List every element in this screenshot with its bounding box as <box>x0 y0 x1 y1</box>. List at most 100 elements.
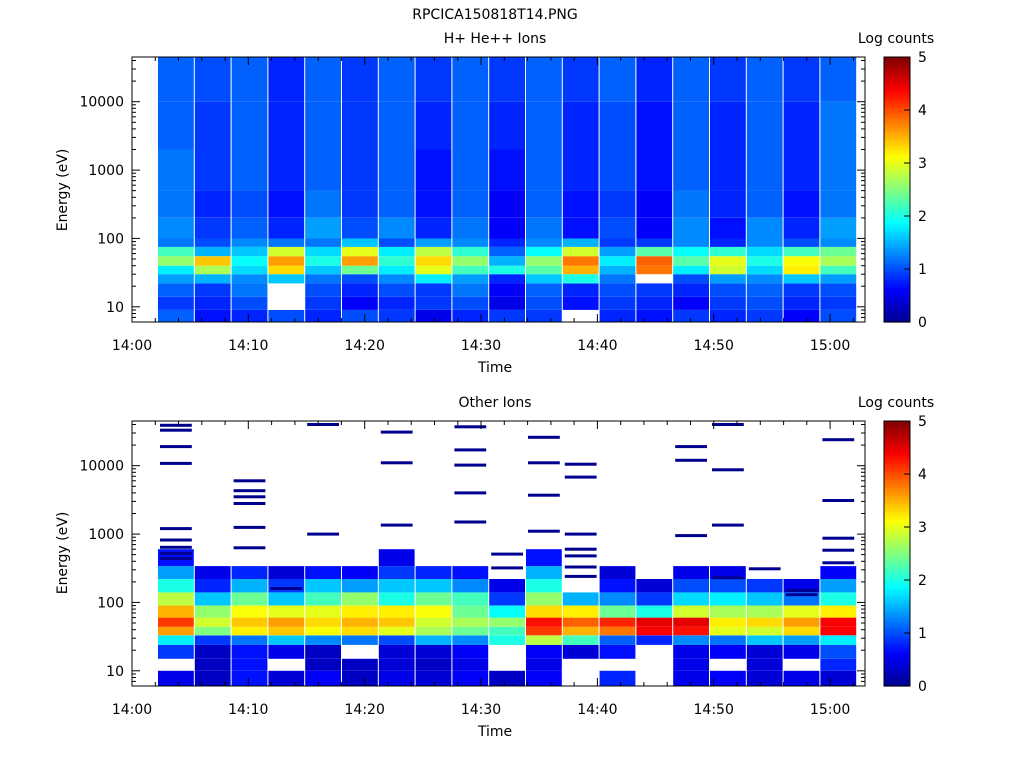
other-ions-cell-0-9 <box>489 670 525 686</box>
other-ions-colorbar-step <box>884 566 910 570</box>
other-ions-sparse-line-8-3 <box>454 448 487 452</box>
other-ions-cell-7-7 <box>415 592 452 606</box>
other-ions-colorbar-step <box>884 662 910 666</box>
other-ions-colorbar-step <box>884 492 910 496</box>
other-ions-colorbar-step <box>884 431 910 435</box>
other-ions-cell-0-17 <box>783 670 820 686</box>
other-ions-colorbar-step <box>884 680 910 684</box>
h-he-ions-cell-12-12 <box>599 57 636 102</box>
h-he-ions-cell-5-17 <box>783 256 820 266</box>
h-he-ions-cell-10-5 <box>342 149 378 191</box>
other-ions-colorbar-step <box>884 630 910 634</box>
other-ions-sparse-line-10-0 <box>528 529 560 533</box>
other-ions-cell-5-13 <box>636 617 673 627</box>
other-ions-y-tick-label: 1000 <box>88 527 124 543</box>
h-he-ions-cell-3-14 <box>673 274 709 284</box>
other-ions-cell-10-10 <box>526 549 562 567</box>
h-he-ions-colorbar-step <box>884 173 910 177</box>
h-he-ions-cell-12-10 <box>526 57 562 102</box>
h-he-ions-colorbar-step <box>884 131 910 135</box>
other-ions-colorbar-step <box>884 556 910 560</box>
other-ions-cell-6-6 <box>378 605 415 618</box>
other-ions-cell-1-10 <box>526 658 562 671</box>
other-ions-cell-1-1 <box>194 658 231 671</box>
other-ions-cell-4-15 <box>710 626 746 636</box>
h-he-ions-cell-0-7 <box>415 310 452 322</box>
other-ions-sparse-line-14-2 <box>675 445 707 449</box>
other-ions-cell-5-3 <box>268 617 305 627</box>
other-ions-colorbar-tick-label: 5 <box>918 414 927 430</box>
h-he-ions-colorbar-step <box>884 86 910 90</box>
h-he-ions-cell-1-16 <box>746 296 783 310</box>
other-ions-colorbar-tick-label: 4 <box>918 467 927 483</box>
h-he-ions-cell-3-17 <box>783 274 820 284</box>
h-he-ions-colorbar-step <box>884 96 910 100</box>
h-he-ions-cell-6-10 <box>526 247 562 257</box>
h-he-ions-cell-10-13 <box>636 149 673 191</box>
other-ions-sparse-line-3-0 <box>270 587 303 590</box>
h-he-ions-cell-6-15 <box>710 247 746 257</box>
h-he-ions-cell-2-14 <box>673 283 709 297</box>
other-ions-cell-7-14 <box>673 592 709 606</box>
other-ions-sparse-line-6-0 <box>380 523 413 527</box>
h-he-ions-cell-12-9 <box>489 57 525 102</box>
other-ions-x-tick-label: 15:00 <box>810 702 850 718</box>
other-ions-colorbar-step <box>884 532 910 536</box>
h-he-ions-colorbar-step <box>884 298 910 302</box>
h-he-ions-colorbar-step <box>884 284 910 289</box>
h-he-ions-colorbar-step <box>884 136 910 140</box>
other-ions-cell-9-7 <box>415 566 452 579</box>
h-he-ions-cell-2-10 <box>526 283 562 297</box>
h-he-ions-cell-0-12 <box>599 310 636 322</box>
other-ions-sparse-line-0-3 <box>160 556 192 560</box>
other-ions-cell-0-6 <box>378 670 415 686</box>
other-ions-cell-1-18 <box>820 658 857 671</box>
h-he-ions-colorbar-step <box>884 72 910 77</box>
other-ions-sparse-line-8-2 <box>454 463 487 467</box>
other-ions-colorbar-step <box>884 574 910 578</box>
h-he-ions-colorbar-step <box>884 189 910 193</box>
other-ions-colorbar-step <box>884 527 910 531</box>
h-he-ions-cell-5-3 <box>268 256 305 266</box>
h-he-ions-colorbar-step <box>884 266 910 270</box>
h-he-ions-cell-12-14 <box>673 57 709 102</box>
other-ions-cell-8-12 <box>599 579 636 593</box>
other-ions-cell-0-10 <box>526 670 562 686</box>
h-he-ions-cell-1-8 <box>452 296 489 310</box>
other-ions-cell-6-16 <box>746 605 783 618</box>
other-ions-cell-4-12 <box>599 626 636 636</box>
h-he-ions-cell-6-18 <box>820 247 857 257</box>
other-ions-cell-5-1 <box>194 617 231 627</box>
h-he-ions-cell-11-13 <box>636 101 673 150</box>
other-ions-cell-5-14 <box>673 617 709 627</box>
other-ions-colorbar-step <box>884 619 910 623</box>
h-he-ions-cell-10-3 <box>268 149 305 191</box>
h-he-ions-cell-5-6 <box>378 256 415 266</box>
h-he-ions-cell-8-7 <box>415 217 452 239</box>
other-ions-cell-3-14 <box>673 635 709 645</box>
other-ions-cell-0-18 <box>820 670 857 686</box>
other-ions-colorbar-step <box>884 627 910 631</box>
h-he-ions-cell-8-4 <box>305 217 341 239</box>
h-he-ions-cell-12-0 <box>158 57 194 102</box>
h-he-ions-cell-2-9 <box>489 283 525 297</box>
h-he-ions-cell-10-7 <box>415 149 452 191</box>
h-he-ions-cell-1-10 <box>526 296 562 310</box>
h-he-ions-colorbar-step <box>884 163 910 167</box>
other-ions-sparse-line-16-0 <box>748 567 781 571</box>
other-ions-x-tick-label: 14:40 <box>577 702 617 718</box>
h-he-ions-x-ticks <box>131 57 854 322</box>
other-ions-colorbar-tick-label: 0 <box>918 679 927 695</box>
h-he-ions-cell-8-0 <box>158 217 194 239</box>
h-he-ions-colorbar-step <box>884 263 910 267</box>
other-ions-sparse-line-18-0 <box>822 561 855 565</box>
other-ions-colorbar-step <box>884 617 910 621</box>
other-ions-colorbar-tick-label: 3 <box>918 520 927 536</box>
h-he-ions-cell-8-16 <box>746 217 783 239</box>
other-ions-cell-5-8 <box>452 617 489 627</box>
h-he-ions-cell-1-0 <box>158 296 194 310</box>
other-ions-colorbar-step <box>884 572 910 576</box>
other-ions-cell-7-12 <box>599 592 636 606</box>
h-he-ions-colorbar-step <box>884 57 910 61</box>
h-he-ions-cell-7-4 <box>305 238 341 247</box>
